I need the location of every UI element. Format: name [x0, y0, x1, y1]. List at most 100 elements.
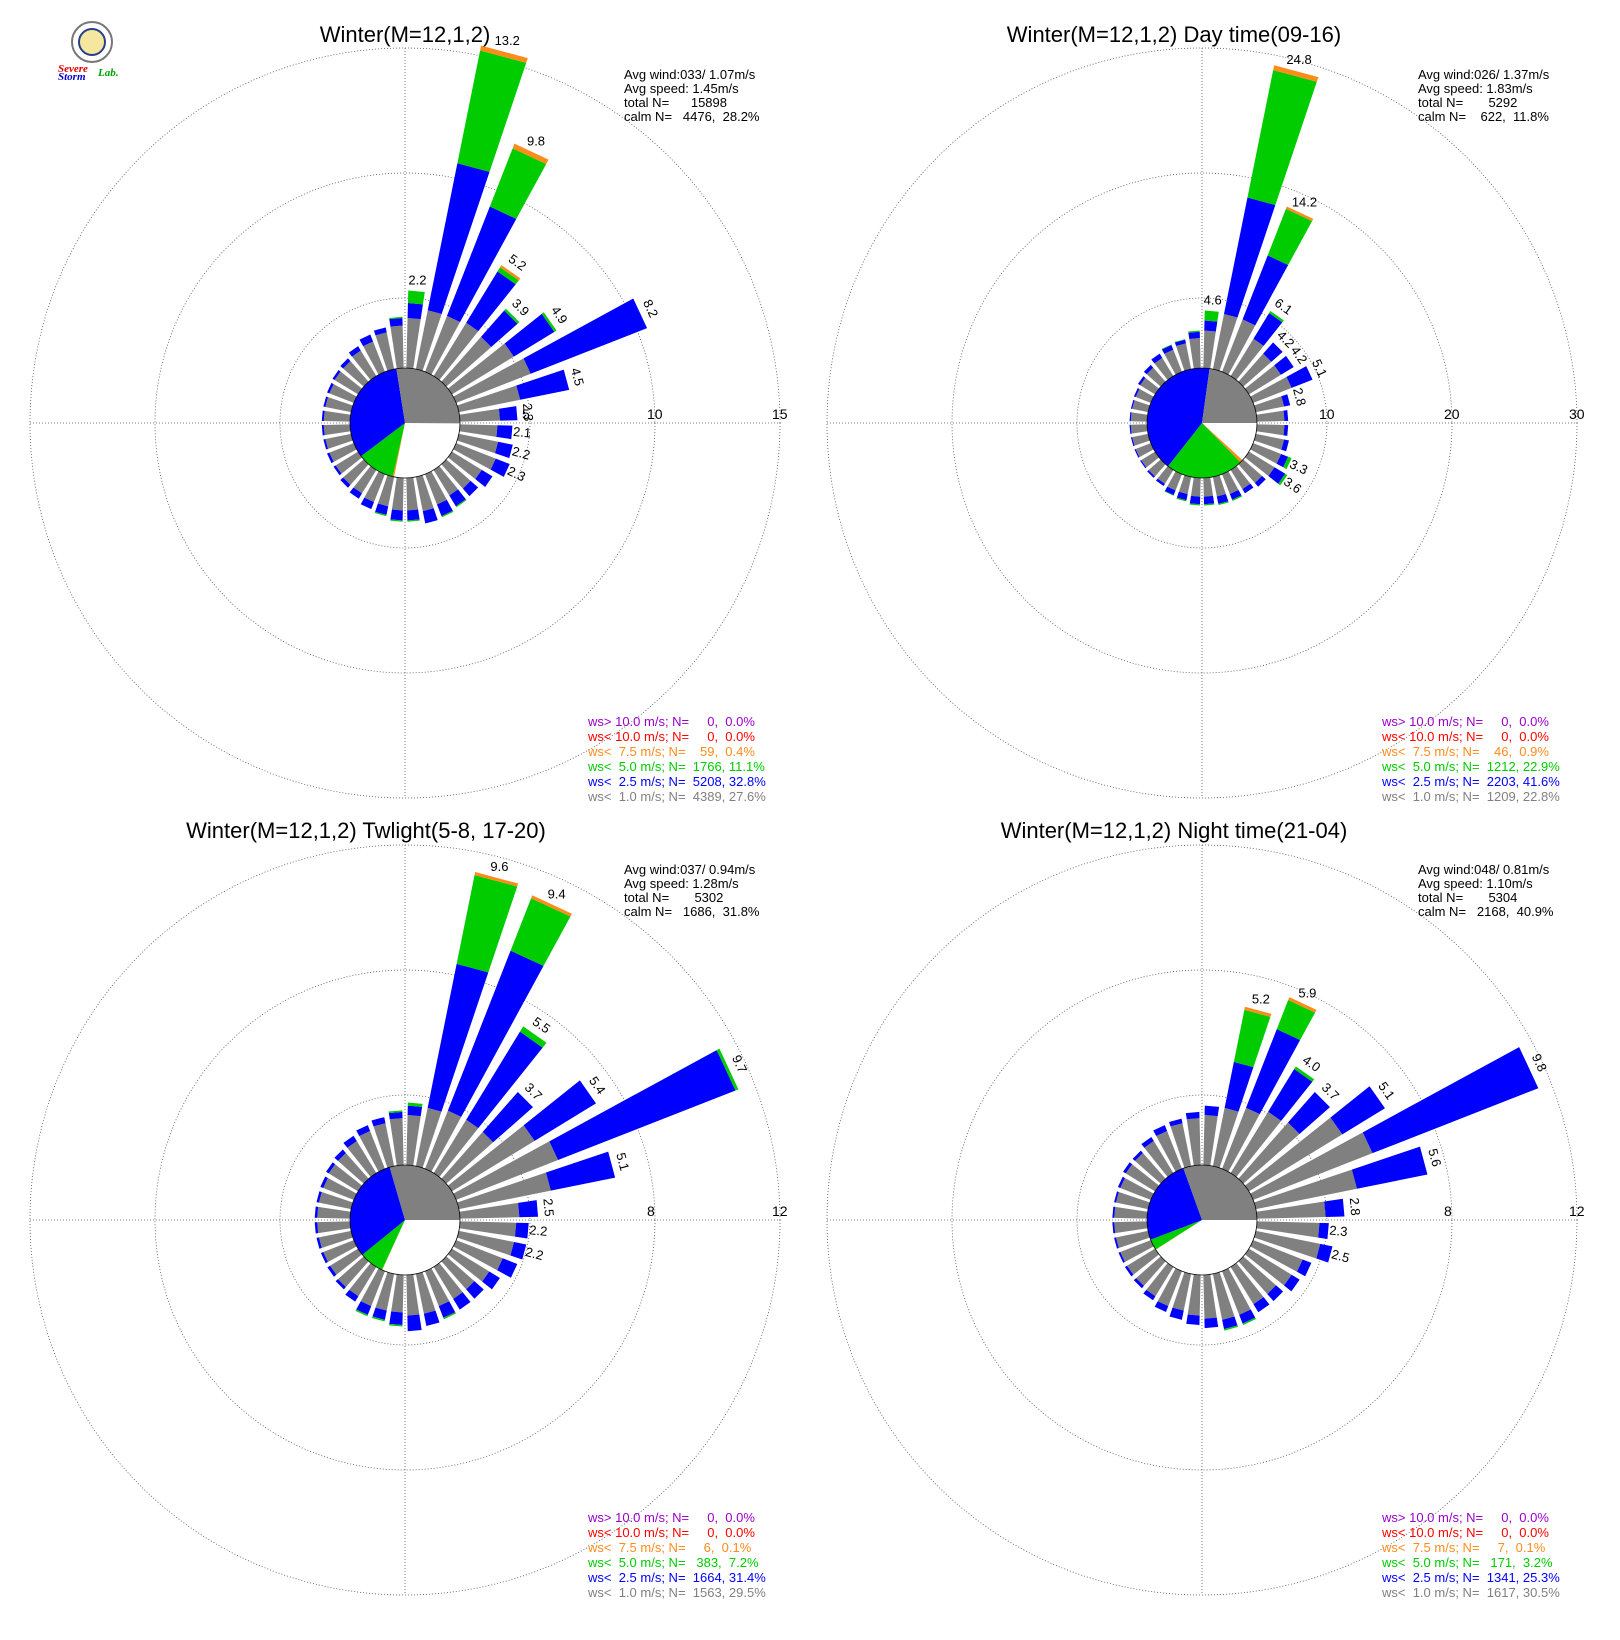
legend-entry-lt10: ws< 10.0 m/s; N= 0, 0.0% [587, 729, 755, 744]
bar-segment-gray [347, 1141, 377, 1178]
bar-segment-blue [475, 469, 493, 487]
legend-entry-lt1: ws< 1.0 m/s; N= 1563, 29.5% [587, 1585, 766, 1600]
bar-value-label: 5.5 [530, 1014, 553, 1037]
bar-segment-orange [1273, 65, 1319, 82]
bar-segment-orange [500, 265, 521, 281]
bar-segment-gray [1136, 1256, 1166, 1286]
bar-segment-gray [1127, 1248, 1160, 1275]
legend-entry-lt5: ws< 5.0 m/s; N= 1212, 22.9% [1381, 759, 1560, 774]
bar-segment-gray [1203, 330, 1216, 369]
legend-entry-lt7-5: ws< 7.5 m/s; N= 6, 0.1% [587, 1540, 752, 1555]
legend-entry-lt7-5: ws< 7.5 m/s; N= 46, 0.9% [1381, 744, 1549, 759]
pie-outline [349, 1164, 461, 1276]
logo-text-severe: Severe [58, 63, 88, 75]
bar-segment-blue [371, 1117, 386, 1127]
bar-segment-blue [1204, 320, 1218, 332]
legend-entry-gt10: ws> 10.0 m/s; N= 0, 0.0% [587, 714, 755, 729]
bar-segment-gray [1203, 1274, 1217, 1319]
bar-segment-blue [327, 1265, 337, 1277]
bar-segment-gray [375, 332, 395, 371]
bar-segment-blue [1286, 366, 1313, 388]
bar-segment-blue [323, 439, 328, 450]
bar-segment-blue [446, 206, 517, 323]
bar-segment-blue [481, 310, 518, 347]
bar-segment-gray [343, 459, 369, 485]
legend-entry-lt5: ws< 5.0 m/s; N= 171, 3.2% [1381, 1555, 1553, 1570]
bar-segment-gray [1254, 1169, 1358, 1210]
bar-segment-blue [496, 425, 513, 440]
bar-segment-green [1233, 1009, 1271, 1068]
bar-segment-blue [1242, 255, 1289, 326]
bar-segment-blue [1268, 467, 1286, 484]
bar-segment-blue [1284, 1274, 1300, 1292]
pie-slice-lt1 [1183, 1165, 1257, 1220]
bar-segment-gray [425, 1110, 462, 1172]
bar-segment-gray [1189, 338, 1201, 369]
bar-value-label: 2.3 [520, 403, 537, 422]
bar-segment-blue [1133, 1278, 1144, 1289]
bar-segment-gray [1256, 410, 1285, 422]
logo: Severe Storm Lab. [58, 21, 118, 83]
logo-seal-inner-icon [78, 28, 106, 56]
wind-rose-panel: 5 10 152.213.29.85.23.9 4.9 8.24.52.32.12.22… [29, 22, 788, 804]
bar-segment-gray [364, 471, 385, 503]
bar-segment-gray [441, 336, 492, 387]
bar-segment-gray [323, 424, 351, 436]
bar-segment-green [519, 1026, 547, 1048]
bar-segment-gray [1140, 377, 1160, 395]
bar-segment-blue [1143, 1289, 1156, 1301]
panel-title: Winter(M=12,1,2) [320, 22, 491, 47]
stat-total: total N= 5304 [1418, 890, 1517, 905]
bar-segment-gray [1212, 1272, 1235, 1320]
bar-segment-green [390, 519, 403, 522]
legend-entry-lt7-5: ws< 7.5 m/s; N= 7, 0.1% [1381, 1540, 1546, 1555]
bar-segment-gray [1172, 1272, 1192, 1311]
bar-segment-blue [407, 509, 420, 521]
bar-value-label: 9.8 [527, 133, 545, 148]
bar-segment-gray [329, 443, 357, 462]
bar-segment-gray [1203, 477, 1214, 497]
bar-segment-blue [407, 303, 423, 320]
bar-segment-gray [351, 350, 377, 381]
bar-segment-green [497, 267, 519, 285]
bar-segment-gray [1222, 1107, 1260, 1172]
bar-value-label: 4.6 [1204, 292, 1222, 307]
stat-total: total N= 5302 [624, 890, 723, 905]
bar-segment-gray [1250, 376, 1292, 403]
ring-label: 12 [1569, 1203, 1585, 1219]
pie-slice-lt7_5 [1202, 423, 1243, 463]
bar-value-label: 4.9 [548, 303, 571, 326]
bar-segment-orange [480, 45, 528, 63]
bar-value-label: 5.1 [613, 1151, 632, 1172]
bar-segment-gray [1132, 400, 1150, 413]
bar-segment-blue [1254, 475, 1266, 487]
bar-segment-blue [1362, 1047, 1539, 1154]
bar-segment-blue [1129, 424, 1132, 434]
panel-title: Winter(M=12,1,2) Twlight(5-8, 17-20) [186, 818, 546, 843]
bar-segment-blue [1283, 425, 1289, 436]
bar-segment-gray [433, 1262, 463, 1299]
pie-outline [1146, 1164, 1258, 1276]
wind-rose-panel: 10 20 304.624.814.26.14.24.25.12.83.33.6Wi… [826, 22, 1585, 804]
pie-slice-calm [382, 1220, 460, 1275]
bar-value-label: 2.2 [529, 1222, 548, 1239]
bar-segment-green [1267, 208, 1313, 265]
bar-segment-blue [1253, 313, 1283, 346]
bar-segment-gray [457, 433, 499, 454]
bar-segment-green [1161, 344, 1172, 350]
bar-segment-gray [1157, 465, 1174, 484]
bar-value-label: 2.1 [512, 424, 531, 441]
bar-segment-green [388, 1110, 403, 1114]
bar-segment-blue [1137, 376, 1146, 386]
bar-segment-blue [1151, 353, 1163, 364]
pie-slice-lt7_5 [392, 423, 405, 477]
bar-segment-blue [549, 1050, 736, 1161]
bar-segment-blue [1153, 1125, 1168, 1137]
bar-segment-green [541, 312, 557, 332]
bar-segment-gray [1148, 459, 1166, 477]
bar-segment-blue [423, 1310, 440, 1326]
bar-segment-green [1269, 310, 1284, 323]
bar-segment-blue [1330, 1086, 1385, 1135]
bar-segment-gray [337, 1256, 369, 1288]
bar-segment-green [407, 1102, 423, 1107]
